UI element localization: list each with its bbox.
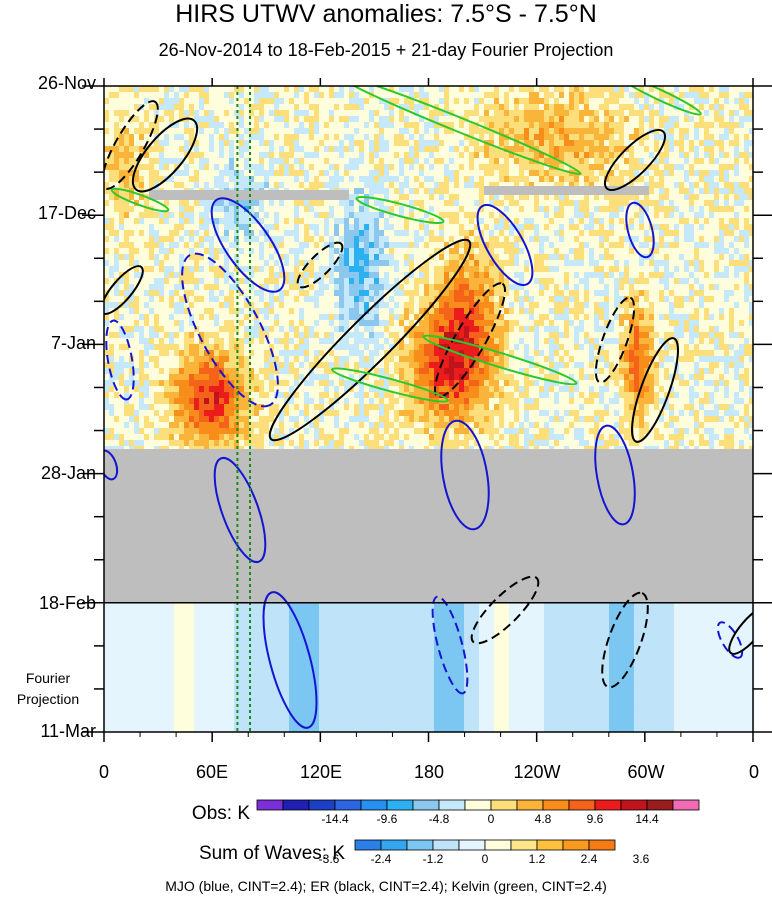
contour-legend: MJO (blue, CINT=2.4); ER (black, CINT=2.… [165,878,607,894]
mjo-contour [105,319,135,401]
mjo-contour [431,595,469,695]
er-contour [470,575,540,645]
obs-colorbar-swatch [490,799,518,811]
missing-data-region [104,448,753,603]
obs-colorbar-swatch [282,799,310,811]
mjo-contour [262,591,318,729]
waves-colorbar-tick-label: 0 [481,852,489,866]
waves-colorbar-swatch [354,839,382,851]
obs-colorbar-swatch [646,799,674,811]
fourier-label-line: Projection [16,691,80,707]
waves-colorbar-swatch [484,839,512,851]
obs-colorbar-swatch [412,799,440,811]
obs-colorbar-swatch [620,799,648,811]
mjo-contour [716,621,744,659]
obs-colorbar-tick-label: 9.6 [586,812,604,826]
waves-colorbar-tick-label: -2.4 [370,852,392,866]
obs-colorbar-swatch [464,799,492,811]
mjo-contour [181,252,279,408]
chart-title: HIRS UTWV anomalies: 7.5°S - 7.5°N [175,0,597,28]
waves-colorbar-tick-label: 1.2 [528,852,546,866]
x-tick-label: 120E [299,762,343,782]
obs-colorbar-swatch [334,799,362,811]
x-tick-label: 60W [627,762,665,782]
waves-colorbar-swatch [536,839,564,851]
mjo-contour [594,424,636,526]
y-tick-label: 18-Feb [38,593,96,613]
kelvin-contour [331,367,449,403]
er-contour [594,296,636,384]
kelvin-contour [338,86,582,176]
obs-colorbar-tick-label: 14.4 [635,812,659,826]
er-contour [601,591,649,689]
chart-subtitle: 26-Nov-2014 to 18-Feb-2015 + 21-day Four… [158,40,614,60]
obs-colorbar-swatch [386,799,414,811]
x-tick-label: 0 [748,762,759,782]
er-contour [268,238,472,442]
kelvin-contour [110,187,170,213]
obs-colorbar-tick-label: 4.8 [534,812,552,826]
waves-colorbar-tick-label: 3.6 [632,852,650,866]
obs-colorbar-swatch [256,799,284,811]
obs-colorbar-swatch [308,799,336,811]
kelvin-contour [422,334,578,386]
fourier-projection-label: Fourier Projection [0,668,96,710]
obs-field [104,86,753,453]
x-tick-label: 0 [98,762,109,782]
er-contour [604,129,666,191]
er-contour [434,282,506,398]
kelvin-contour [355,195,445,225]
missing-data-strip [484,186,649,195]
er-contour [104,100,159,190]
wave-contours [104,86,753,729]
kelvin-contour [618,86,702,116]
waves-colorbar-swatch [510,839,538,851]
waves-colorbar-swatch [406,839,434,851]
y-tick-label: 17-Dec [37,203,96,223]
y-tick-label: 26-Nov [37,73,96,93]
x-tick-label: 60E [195,762,229,782]
obs-colorbar-title: Obs: K [191,803,250,824]
er-contour [104,265,144,315]
mjo-contour [210,197,286,293]
waves-colorbar-tick-label: 2.4 [580,852,598,866]
obs-colorbar-swatch [438,799,466,811]
obs-colorbar-swatch [542,799,570,811]
obs-colorbar-swatch [594,799,622,811]
x-tick-label: 120W [513,762,561,782]
waves-colorbar-swatch [380,839,408,851]
mjo-contour [104,449,119,481]
waves-colorbar-tick-label: -3.6 [318,852,340,866]
er-contour [728,605,753,655]
waves-colorbar-tick-label: -1.2 [422,852,444,866]
mjo-contour [476,204,534,286]
waves-colorbar-swatch [562,839,590,851]
waves-colorbar-swatch [588,839,616,851]
obs-colorbar-tick-label: -9.6 [376,812,398,826]
mjo-contour [625,201,655,259]
obs-colorbar-tick-label: 0 [487,812,495,826]
obs-colorbar-tick-label: -4.8 [428,812,450,826]
missing-data-strip [149,190,349,200]
er-contour [631,337,679,443]
waves-colorbar-title: Sum of Waves: K [198,843,345,864]
y-tick-label: 11-Mar [40,721,96,741]
obs-colorbar-swatch [516,799,544,811]
er-contour [296,241,344,289]
waves-colorbar-swatch [432,839,460,851]
y-tick-label: 28-Jan [40,463,96,483]
waves-colorbar-swatch [458,839,486,851]
mjo-contour [440,419,490,531]
obs-colorbar-swatch [360,799,388,811]
projection-field [104,602,755,732]
er-contour [131,117,199,193]
fourier-label-line: Fourier [25,670,71,686]
obs-colorbar-swatch [672,799,700,811]
x-tick-label: 180 [413,762,445,782]
obs-colorbar-swatch [568,799,596,811]
obs-colorbar-tick-label: -14.4 [321,812,349,826]
y-tick-label: 7-Jan [50,333,96,353]
mjo-contour [213,456,267,564]
